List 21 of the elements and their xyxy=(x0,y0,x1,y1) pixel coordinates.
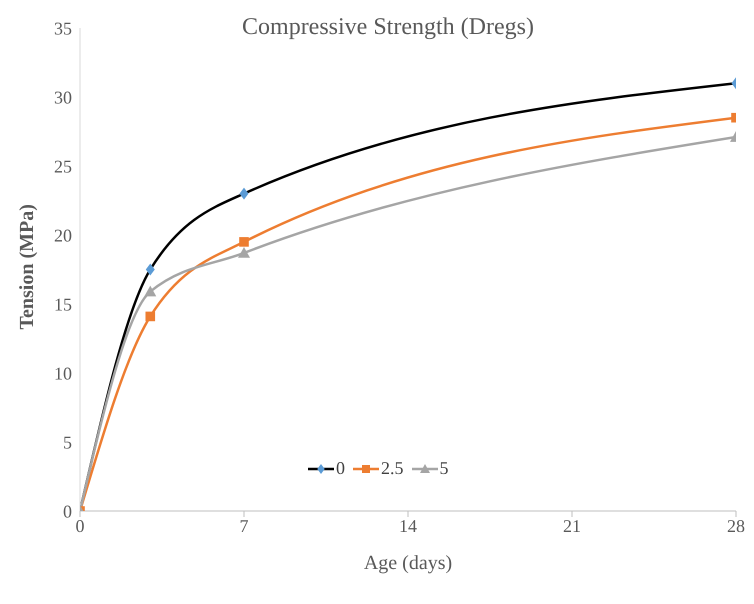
y-tick-label: 15 xyxy=(54,294,72,314)
x-tick-label: 14 xyxy=(399,516,417,536)
y-tick-label: 20 xyxy=(54,225,72,246)
legend-label: 2.5 xyxy=(380,458,404,479)
y-tick-label: 0 xyxy=(63,501,72,522)
x-tick-label: 21 xyxy=(563,516,581,536)
legend-label: 5 xyxy=(438,458,448,479)
y-tick-label: 10 xyxy=(54,363,72,384)
point xyxy=(146,264,155,276)
chart-title: Compressive Strength (Dregs) xyxy=(242,14,534,40)
x-tick-label: 0 xyxy=(76,516,84,536)
x-tick-label: 7 xyxy=(240,516,248,536)
y-tick-label: 25 xyxy=(54,156,72,176)
y-tick-label: 5 xyxy=(63,432,72,452)
point xyxy=(240,188,248,200)
y-tick-label: 30 xyxy=(54,87,72,108)
x-tick-label: 28 xyxy=(727,516,745,536)
x-axis-title: Age (days) xyxy=(364,552,452,574)
y-tick-label: 35 xyxy=(54,18,72,38)
legend-label: 0 xyxy=(335,458,345,479)
y-axis-title: Tension (MPa) xyxy=(16,204,38,330)
